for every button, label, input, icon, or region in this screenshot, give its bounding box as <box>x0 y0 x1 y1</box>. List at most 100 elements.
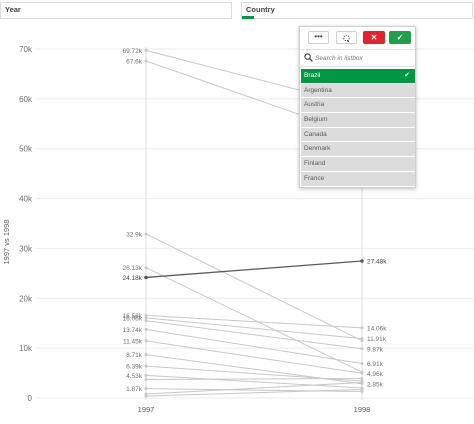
data-label: 6.91k <box>367 361 384 368</box>
data-point <box>144 364 148 368</box>
data-label: 69.72k <box>122 48 142 55</box>
data-point <box>360 362 364 366</box>
y-tick-label: 20k <box>19 294 33 303</box>
series-lines <box>145 49 363 397</box>
data-point <box>144 373 148 377</box>
listbox-search <box>300 49 415 67</box>
data-point <box>144 232 148 236</box>
listbox-item[interactable]: Finland <box>301 157 415 172</box>
data-labels: 69.72k 67.6k 32.9k 26.13k 16.56k 14.06k 16.06k… <box>122 48 387 393</box>
data-label: 6.39k <box>126 364 143 371</box>
listbox-item[interactable]: Canada <box>301 127 415 143</box>
series-line <box>145 267 363 373</box>
listbox-item[interactable]: Argentina <box>301 83 415 99</box>
year-filter-pane[interactable]: Year <box>0 2 232 19</box>
listbox-items: Brazil ✔ Argentina Austria Belgium Canada Denm… <box>301 69 415 187</box>
data-point <box>360 371 364 375</box>
y-tick-label: 10k <box>19 344 33 353</box>
data-point <box>144 387 148 391</box>
y-axis-label: 1997 vs 1998 <box>2 219 11 264</box>
series-line <box>145 374 363 389</box>
series-line <box>145 389 363 397</box>
x-tick-label: 1998 <box>354 405 371 414</box>
data-label: 4.53k <box>126 373 143 380</box>
data-point <box>360 347 364 351</box>
cancel-selection-button[interactable]: ✕ <box>363 31 385 44</box>
series-line <box>145 329 363 365</box>
data-point <box>144 48 148 52</box>
series-points <box>144 48 364 398</box>
data-point <box>144 378 148 382</box>
series-line <box>145 340 363 374</box>
data-point <box>360 337 364 341</box>
series-line <box>145 378 363 381</box>
listbox-item-label: Brazil <box>304 72 321 79</box>
listbox-item-label: Finland <box>304 160 326 168</box>
more-options-button[interactable]: ••• <box>308 31 329 44</box>
data-point <box>144 327 148 331</box>
country-filter-pane[interactable]: Country <box>241 2 473 19</box>
listbox-item[interactable]: France <box>301 171 415 187</box>
y-tick-label: 50k <box>19 145 33 154</box>
lasso-select-button[interactable] <box>336 31 357 44</box>
data-label: 8.71k <box>126 352 143 359</box>
listbox-item-label: Austria <box>304 101 325 109</box>
data-point <box>144 353 148 357</box>
confirm-selection-button[interactable]: ✓ <box>389 31 411 44</box>
y-tick-label: 60k <box>19 95 33 104</box>
data-point <box>144 275 148 280</box>
data-label: 13.74k <box>122 327 142 334</box>
y-tick-label: 70k <box>19 45 33 54</box>
data-point <box>144 394 148 398</box>
data-label: 16.56k <box>122 313 142 320</box>
data-label: 32.9k <box>126 231 143 238</box>
data-point <box>144 266 148 270</box>
country-selection-indicator <box>242 16 254 19</box>
listbox-item-label: France <box>304 174 325 182</box>
series-line <box>145 314 363 329</box>
country-filter-title: Country <box>246 5 275 14</box>
listbox-item[interactable]: Austria <box>301 98 415 114</box>
data-label: 67.6k <box>126 58 143 65</box>
listbox-item[interactable]: Belgium <box>301 113 415 128</box>
data-point <box>144 339 148 343</box>
listbox-item-label: Belgium <box>304 116 328 124</box>
data-label: 4.96k <box>367 371 384 378</box>
data-point <box>144 59 148 63</box>
listbox-item-label: Denmark <box>304 145 331 153</box>
data-label: 9.87k <box>367 346 384 353</box>
y-axis-tick-labels: 0 10k 20k 30k 40k 50k 60k 70k <box>19 45 33 403</box>
x-tick-label: 1997 <box>138 405 155 414</box>
listbox-item[interactable]: Denmark <box>301 142 415 158</box>
series-line <box>145 317 363 340</box>
data-label: 26.13k <box>122 265 142 272</box>
data-label: 2.85k <box>367 381 384 388</box>
y-tick-label: 30k <box>19 244 33 253</box>
data-point <box>144 316 148 320</box>
y-tick-label: 40k <box>19 195 33 204</box>
data-label: 16.06k <box>122 315 142 322</box>
series-line <box>145 320 363 350</box>
grid-lines <box>36 48 474 399</box>
year-filter-title: Year <box>5 5 21 14</box>
data-point <box>360 377 364 381</box>
data-label: 1.87k <box>126 386 143 393</box>
listbox-item[interactable]: Brazil ✔ <box>301 69 415 84</box>
filter-bar: Year Country <box>0 0 474 22</box>
series-line <box>145 382 363 395</box>
data-point <box>360 381 364 385</box>
search-input[interactable] <box>315 52 411 65</box>
search-icon <box>304 53 313 62</box>
data-label: 27.48k <box>367 258 387 265</box>
data-point <box>360 326 364 330</box>
y-tick-label: 0 <box>28 394 33 403</box>
data-point <box>144 313 148 317</box>
data-point <box>360 259 364 263</box>
country-listbox: ••• ✕ ✓ Brazil ✔ Argentina Austria Belgium Ca… <box>299 26 416 188</box>
series-line <box>145 260 363 279</box>
listbox-item-label: Canada <box>304 130 327 138</box>
data-point <box>144 319 148 323</box>
data-label: 14.06k <box>367 325 387 332</box>
data-label: 11.91k <box>367 336 387 343</box>
x-axis-tick-labels: 1997 1998 <box>138 405 371 414</box>
